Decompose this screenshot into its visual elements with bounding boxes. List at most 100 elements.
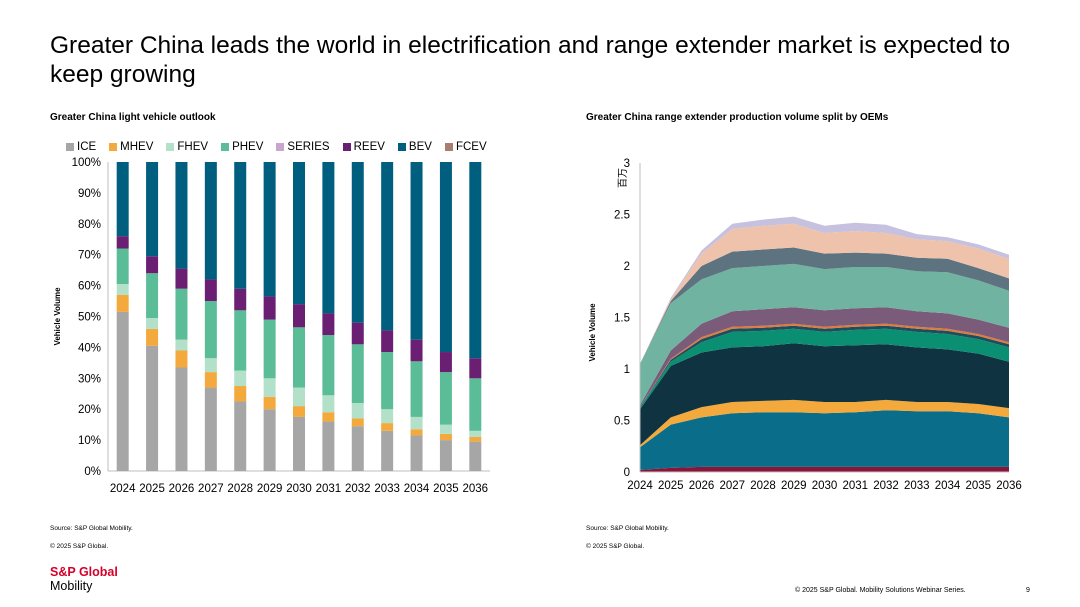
- x-tick-label: 2034: [935, 480, 961, 492]
- bar-segment-ice: [410, 435, 423, 471]
- x-tick-label: 2035: [433, 483, 459, 495]
- legend-item-phev: PHEV: [221, 140, 263, 154]
- x-tick-label: 2032: [345, 483, 371, 495]
- x-tick-label: 2024: [627, 480, 653, 492]
- y-tick-label: 0: [624, 467, 630, 479]
- bar-segment-reev: [381, 330, 394, 353]
- bar-segment-ice: [293, 416, 305, 471]
- area-series-4: [640, 343, 1009, 446]
- left-panel-title: Greater China light vehicle outlook: [50, 112, 216, 123]
- bar-segment-phev: [234, 310, 247, 371]
- y-tick-label: 1: [624, 364, 630, 376]
- legend-swatch: [109, 143, 118, 151]
- bar-segment-fhev: [351, 403, 364, 419]
- x-tick-label: 2034: [404, 483, 430, 495]
- bar-segment-fhev: [439, 424, 452, 434]
- x-tick-label: 2028: [227, 483, 253, 495]
- bar-segment-fhev: [116, 284, 129, 295]
- area-series-5: [640, 328, 1009, 410]
- bar-segment-mhev: [263, 396, 276, 410]
- bar-segment-bev: [322, 162, 335, 314]
- x-tick-label: 2031: [842, 480, 868, 492]
- y-axis-title: Vehicle Volume: [588, 303, 597, 362]
- footer-copyright: © 2025 S&P Global. Mobility Solutions We…: [795, 587, 966, 594]
- x-tick-label: 2035: [965, 480, 991, 492]
- bar-segment-reev: [204, 279, 217, 302]
- bar-segment-bev: [234, 162, 247, 289]
- y-unit-label: 百万: [617, 168, 629, 188]
- area-series-9: [640, 263, 1009, 406]
- bar-segment-fhev: [175, 339, 188, 351]
- legend-item-reev: REEV: [342, 140, 385, 154]
- legend-swatch: [444, 143, 453, 151]
- legend-label: FHEV: [177, 141, 209, 153]
- left-copyright: © 2025 S&P Global.: [50, 543, 109, 550]
- area-chart: 0 0.5 1 1.5 2 2.5 3 2024 2025 2026 2027 2028 2029 203…: [588, 158, 1022, 492]
- bar-segment-fhev: [263, 378, 276, 397]
- x-tick-label: 2036: [463, 483, 489, 495]
- slide-title: Greater China leads the world in electri…: [50, 32, 1011, 88]
- legend-item-ice: ICE: [66, 140, 96, 154]
- right-source: Source: S&P Global Mobility.: [586, 525, 669, 532]
- y-tick-label: 40%: [78, 342, 101, 354]
- y-tick-label: 70%: [78, 250, 101, 262]
- x-tick-label: 2025: [658, 480, 684, 492]
- bar-segment-bev: [146, 162, 159, 257]
- y-tick-label: 90%: [78, 188, 101, 200]
- bar-segment-bev: [263, 162, 276, 297]
- y-tick-label: 20%: [78, 404, 101, 416]
- bar-segment-fhev: [469, 430, 482, 438]
- x-tick-label: 2032: [873, 480, 899, 492]
- bar-segment-phev: [381, 352, 394, 410]
- area-series-1: [640, 466, 1009, 472]
- sp-global-logo: S&P Global Mobility: [50, 566, 118, 594]
- x-tick-label: 2036: [996, 480, 1022, 492]
- bar-segment-reev: [234, 288, 247, 311]
- bar-segment-fhev: [410, 416, 423, 430]
- bar-segment-phev: [204, 301, 217, 359]
- legend-item-fcev: FCEV: [444, 140, 487, 154]
- bar-segment-mhev: [234, 386, 247, 402]
- bar-chart: 0% 10% 20% 30% 40% 50% 60% 70% 80% 90% 100% Vehicle…: [53, 157, 490, 495]
- logo-sub: Mobility: [50, 579, 93, 593]
- bar-segment-phev: [469, 378, 482, 431]
- bar-segment-mhev: [204, 372, 217, 388]
- legend-swatch: [221, 143, 230, 151]
- bar-segment-ice: [322, 421, 335, 471]
- legend-swatch: [276, 143, 285, 151]
- bar-segment-phev: [293, 327, 305, 388]
- legend-label: FCEV: [455, 141, 487, 153]
- bar-segment-reev: [469, 358, 482, 379]
- bar-segment-bev: [439, 162, 452, 353]
- x-tick-label: 2028: [750, 480, 776, 492]
- bar-segment-bev: [351, 162, 364, 323]
- page-number: 9: [1026, 587, 1030, 594]
- x-tick-label: 2024: [110, 483, 136, 495]
- bar-segment-phev: [146, 273, 159, 319]
- bar-segment-reev: [439, 352, 452, 373]
- bar-segment-reev: [116, 236, 129, 249]
- x-tick-label: 2033: [374, 483, 400, 495]
- y-tick-label: 10%: [78, 435, 101, 447]
- bar-segment-mhev: [175, 350, 188, 368]
- bar-segment-bev: [410, 162, 423, 340]
- y-tick-label: 0%: [84, 466, 101, 478]
- right-panel-title: Greater China range extender production …: [586, 112, 889, 123]
- x-tick-label: 2025: [139, 483, 165, 495]
- bar-segment-reev: [146, 256, 159, 274]
- legend-swatch: [397, 143, 406, 151]
- bar-segment-reev: [263, 296, 276, 320]
- bar-segment-mhev: [351, 418, 364, 427]
- legend-label: PHEV: [232, 141, 264, 153]
- bar-segment-bev: [175, 162, 188, 269]
- x-tick-label: 2029: [257, 483, 283, 495]
- x-tick-label: 2027: [198, 483, 224, 495]
- x-tick-label: 2029: [781, 480, 807, 492]
- y-tick-label: 1.5: [614, 313, 630, 325]
- bar-segment-reev: [410, 339, 423, 362]
- y-tick-label: 80%: [78, 219, 101, 231]
- bar-segment-reev: [351, 322, 364, 345]
- bar-segment-fhev: [322, 395, 335, 413]
- legend-label: MHEV: [120, 141, 154, 153]
- y-tick-label: 0.5: [614, 416, 630, 428]
